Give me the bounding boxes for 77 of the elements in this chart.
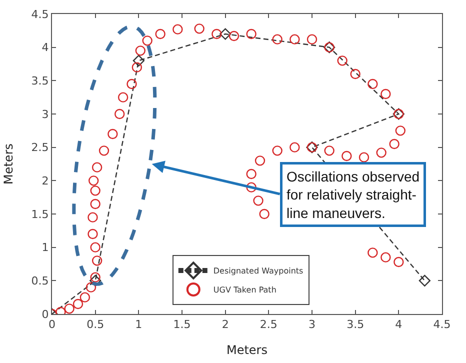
x-tick-label: 1.5 <box>173 318 191 332</box>
point <box>88 176 99 186</box>
point <box>212 28 222 40</box>
point <box>324 146 334 156</box>
annotation: Oscillations observed for relatively straight-line maneuvers. <box>286 168 420 221</box>
point <box>220 28 232 40</box>
y-tick-label: 4.5 <box>31 8 49 21</box>
point <box>253 196 264 206</box>
y-tick-label: 0.5 <box>31 274 49 288</box>
point <box>272 34 282 44</box>
point <box>380 88 391 100</box>
point <box>90 242 100 252</box>
point <box>246 28 256 40</box>
point <box>92 256 102 266</box>
x-tick-label: 0.5 <box>86 318 104 332</box>
x-tick-label: 1 <box>135 318 142 332</box>
point <box>98 146 110 156</box>
point <box>88 228 98 240</box>
y-tick-label: 2.5 <box>31 141 49 154</box>
point <box>135 46 146 56</box>
x-tick-label: 4.5 <box>433 318 451 332</box>
y-axis-title: Meters <box>2 143 16 185</box>
point <box>80 292 90 302</box>
point <box>246 182 256 192</box>
point <box>172 24 183 34</box>
point <box>395 126 406 136</box>
x-tick-label: 3 <box>308 318 316 332</box>
x-axis-title: Meters <box>226 343 268 358</box>
y-tick-label: 4 <box>42 41 49 54</box>
x-tick-label: 4 <box>395 318 402 332</box>
point <box>290 34 300 44</box>
point <box>88 212 98 222</box>
point <box>155 28 166 40</box>
y-tick-label: 1 <box>42 241 49 254</box>
point <box>380 252 391 262</box>
point <box>118 92 128 102</box>
point <box>72 298 84 310</box>
point <box>142 36 152 46</box>
point <box>228 30 240 42</box>
point <box>350 68 360 80</box>
y-tick-label: 0 <box>42 308 49 321</box>
y-tick-label: 2 <box>42 174 49 188</box>
point <box>114 108 125 120</box>
point <box>246 168 256 180</box>
point <box>132 54 144 66</box>
point <box>90 198 100 210</box>
point <box>90 272 100 282</box>
point <box>394 256 404 268</box>
point <box>90 186 100 196</box>
point <box>64 304 74 314</box>
point <box>306 34 318 44</box>
point <box>337 56 348 66</box>
point <box>389 138 400 150</box>
point <box>358 152 370 162</box>
legend-label: UGV Taken Path <box>213 286 276 295</box>
point <box>194 24 204 34</box>
point <box>368 78 378 90</box>
x-tick-label: 3.5 <box>346 318 364 332</box>
y-tick-label: 1.5 <box>31 208 49 221</box>
point <box>126 78 137 90</box>
point <box>86 282 96 292</box>
point <box>132 62 142 72</box>
point <box>108 128 118 140</box>
point <box>290 142 300 152</box>
legend-label: Designated Waypoints <box>213 266 304 276</box>
point <box>418 274 430 286</box>
point <box>376 148 386 158</box>
y-tick-label: 3.5 <box>31 74 49 88</box>
x-tick-label: 2.5 <box>260 318 278 332</box>
point <box>368 248 378 258</box>
x-tick-label: 2 <box>222 318 229 332</box>
point <box>259 208 270 220</box>
point <box>92 162 102 172</box>
point <box>254 156 266 166</box>
point <box>342 150 352 162</box>
y-tick-label: 3 <box>42 108 49 121</box>
point <box>272 146 282 156</box>
